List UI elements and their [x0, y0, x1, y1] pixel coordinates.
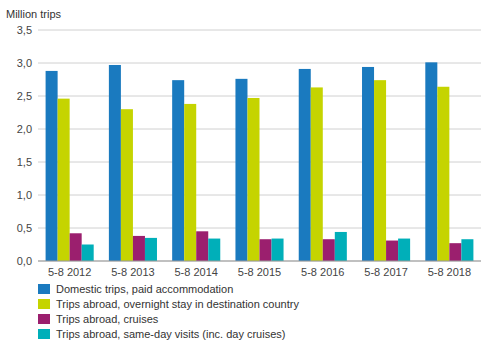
y-tick-label: 1,0	[17, 189, 32, 201]
bar	[299, 69, 311, 261]
y-tick-label: 3,5	[17, 24, 32, 36]
bar	[133, 236, 145, 261]
bar	[260, 239, 272, 261]
bar	[323, 239, 335, 261]
bar	[82, 245, 94, 262]
bar	[272, 239, 284, 261]
bar	[335, 232, 347, 261]
legend-label: Trips abroad, same-day visits (inc. day …	[56, 328, 285, 340]
bar	[109, 65, 121, 261]
bar	[425, 62, 437, 261]
bar	[145, 238, 157, 261]
bar	[386, 241, 398, 261]
legend-label: Trips abroad, overnight stay in destinat…	[56, 298, 299, 310]
bar	[247, 98, 259, 261]
x-tick-label: 5-8 2018	[428, 266, 471, 278]
y-tick-label: 2,5	[17, 90, 32, 102]
grid-line	[38, 96, 481, 97]
y-tick-label: 2,0	[17, 123, 32, 135]
bar	[461, 239, 473, 261]
bar	[208, 239, 220, 261]
y-tick-label: 0,0	[17, 255, 32, 267]
x-tick-label: 5-8 2013	[111, 266, 154, 278]
bar	[121, 109, 133, 261]
x-tick-label: 5-8 2012	[48, 266, 91, 278]
bar	[70, 233, 82, 261]
grid-line	[38, 63, 481, 64]
bar	[58, 99, 70, 261]
legend-swatch	[38, 314, 50, 324]
bar	[184, 104, 196, 261]
y-tick-label: 3,0	[17, 57, 32, 69]
bar	[374, 80, 386, 261]
x-tick-label: 5-8 2017	[364, 266, 407, 278]
y-axis-title: Million trips	[6, 8, 62, 20]
x-tick-label: 5-8 2015	[238, 266, 281, 278]
bar	[46, 71, 58, 261]
legend-swatch	[38, 299, 50, 309]
legend-swatch	[38, 329, 50, 339]
bar	[449, 243, 461, 261]
y-tick-label: 1,5	[17, 156, 32, 168]
bar	[196, 231, 208, 261]
legend-swatch	[38, 284, 50, 294]
x-axis-line	[38, 261, 481, 262]
chart: 0,0 0,5 1,0 1,5 2,0 2,5 3,0 3,5 Million trips 5-8…	[0, 0, 491, 359]
bar	[172, 80, 184, 261]
bar	[311, 87, 323, 261]
bar	[437, 87, 449, 261]
bars	[46, 62, 474, 261]
grid-line	[38, 261, 481, 262]
y-tick-label: 0,5	[17, 222, 32, 234]
grid-line	[38, 30, 481, 31]
legend-label: Trips abroad, cruises	[56, 313, 159, 325]
bar	[362, 67, 374, 261]
x-tick-label: 5-8 2016	[301, 266, 344, 278]
bar	[235, 79, 247, 261]
bar	[398, 239, 410, 261]
x-tick-label: 5-8 2014	[174, 266, 217, 278]
legend-label: Domestic trips, paid accommodation	[56, 283, 233, 295]
